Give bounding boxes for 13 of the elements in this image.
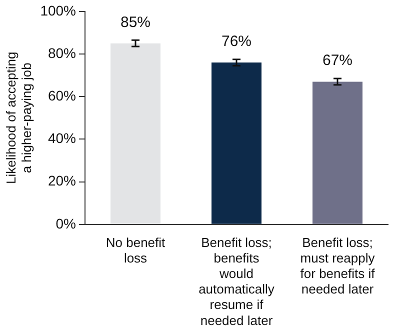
y-axis-title: Likelihood of accepting a higher-paying job <box>3 52 34 184</box>
x-tick-label: Benefit loss; benefits would automatically resume if needed later <box>198 234 275 328</box>
data-label: 76% <box>221 32 252 50</box>
y-tick-label: 100% <box>40 2 76 18</box>
y-tick-label: 20% <box>48 172 76 189</box>
data-label: 67% <box>322 52 353 70</box>
y-tick-label: 40% <box>48 130 76 146</box>
x-tick-label: No benefit loss <box>106 234 166 266</box>
data-label: 85% <box>120 14 151 31</box>
y-tick-label: 80% <box>48 44 76 61</box>
x-tick-label: Benefit loss; must reapply for benefits if needed later <box>300 234 376 297</box>
y-tick-label: 0% <box>56 215 76 232</box>
y-tick-label: 60% <box>48 87 76 104</box>
